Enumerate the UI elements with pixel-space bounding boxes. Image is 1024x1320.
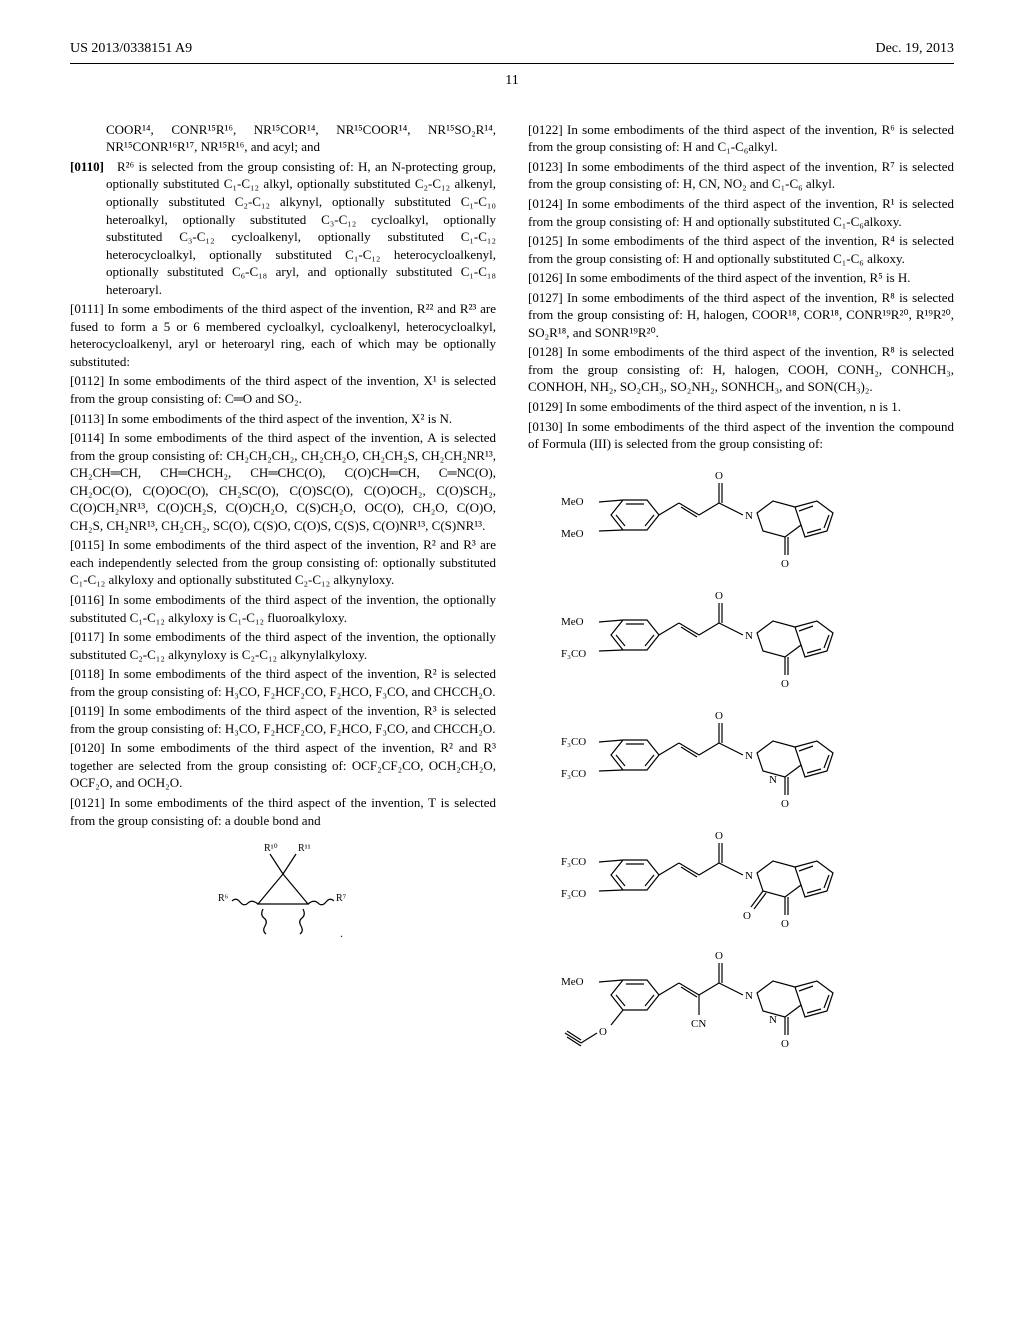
svg-text:N: N (745, 990, 753, 1002)
para-0121: [0121] In some embodiments of the third … (70, 794, 496, 829)
para-0110: [0110] R²⁶ is selected from the group co… (70, 158, 496, 298)
svg-text:MeO: MeO (561, 528, 584, 540)
svg-text:MeO: MeO (561, 976, 584, 988)
para-0114: [0114] In some embodiments of the third … (70, 429, 496, 534)
structure-list: MeOMeOONOMeOF₃COONOF₃COF₃COONONF₃COF₃COO… (528, 465, 954, 1090)
chem-structure: MeOOOCNNON (561, 950, 833, 1050)
svg-text:N: N (745, 750, 753, 762)
svg-text:F₃CO: F₃CO (561, 648, 586, 660)
chem-structure: F₃COF₃COONON (561, 710, 833, 810)
para-0129: [0129] In some embodiments of the third … (528, 398, 954, 416)
svg-text:O: O (781, 798, 789, 810)
para-0117: [0117] In some embodiments of the third … (70, 628, 496, 663)
svg-text:N: N (769, 1014, 777, 1026)
svg-text:O: O (715, 590, 723, 602)
svg-text:O: O (715, 950, 723, 962)
svg-text:F₃CO: F₃CO (561, 768, 586, 780)
para-0112: [0112] In some embodiments of the third … (70, 372, 496, 407)
svg-text:CN: CN (691, 1018, 706, 1030)
para-0118: [0118] In some embodiments of the third … (70, 665, 496, 700)
label-r6: R⁶ (218, 893, 229, 904)
svg-text:MeO: MeO (561, 616, 584, 628)
label-r10: R¹⁰ (264, 843, 278, 854)
chem-structure: MeO F₃CO O N O (561, 590, 833, 690)
left-column: COOR¹⁴, CONR¹⁵R¹⁶, NR¹⁵COR¹⁴, NR¹⁵COOR¹⁴… (70, 121, 496, 1089)
para-0126: [0126] In some embodiments of the third … (528, 269, 954, 287)
chem-structure: F₃CO F₃CO O N O O (561, 830, 833, 930)
label-r7: R⁷ (336, 893, 347, 904)
doc-date: Dec. 19, 2013 (875, 40, 954, 59)
para-0109-cont: COOR¹⁴, CONR¹⁵R¹⁶, NR¹⁵COR¹⁴, NR¹⁵COOR¹⁴… (70, 121, 496, 156)
para-0120: [0120] In some embodiments of the third … (70, 739, 496, 792)
para-0127: [0127] In some embodiments of the third … (528, 289, 954, 342)
svg-text:O: O (743, 910, 751, 922)
svg-text:MeO: MeO (561, 496, 584, 508)
svg-text:.: . (340, 926, 343, 940)
para-0124: [0124] In some embodiments of the third … (528, 195, 954, 230)
svg-text:O: O (599, 1026, 607, 1038)
svg-text:O: O (715, 470, 723, 482)
chem-structure: MeO MeO O N O (561, 470, 833, 570)
svg-text:F₃CO: F₃CO (561, 888, 586, 900)
svg-text:F₃CO: F₃CO (561, 736, 586, 748)
svg-text:O: O (715, 830, 723, 842)
para-0125: [0125] In some embodiments of the third … (528, 232, 954, 267)
svg-text:F₃CO: F₃CO (561, 856, 586, 868)
svg-text:O: O (781, 1038, 789, 1050)
para-0123: [0123] In some embodiments of the third … (528, 158, 954, 193)
page-header: US 2013/0338151 A9 Dec. 19, 2013 (70, 40, 954, 64)
svg-text:N: N (745, 510, 753, 522)
svg-text:O: O (781, 678, 789, 690)
label-r11: R¹¹ (298, 843, 311, 854)
para-0119: [0119] In some embodiments of the third … (70, 702, 496, 737)
right-column: [0122] In some embodiments of the third … (528, 121, 954, 1089)
svg-text:N: N (745, 870, 753, 882)
svg-text:N: N (745, 630, 753, 642)
para-0128: [0128] In some embodiments of the third … (528, 343, 954, 396)
svg-text:O: O (781, 558, 789, 570)
svg-text:N: N (769, 774, 777, 786)
doc-number: US 2013/0338151 A9 (70, 40, 192, 59)
svg-text:O: O (781, 918, 789, 930)
para-num: [0110] (70, 159, 104, 174)
para-0115: [0115] In some embodiments of the third … (70, 536, 496, 589)
para-0113: [0113] In some embodiments of the third … (70, 410, 496, 428)
text-columns: COOR¹⁴, CONR¹⁵R¹⁶, NR¹⁵COR¹⁴, NR¹⁵COOR¹⁴… (70, 121, 954, 1089)
para-0130: [0130] In some embodiments of the third … (528, 418, 954, 453)
para-0111: [0111] In some embodiments of the third … (70, 300, 496, 370)
para-0116: [0116] In some embodiments of the third … (70, 591, 496, 626)
para-0122: [0122] In some embodiments of the third … (528, 121, 954, 156)
svg-text:O: O (715, 710, 723, 722)
page-number: 11 (70, 72, 954, 91)
cyclopropane-diagram: R¹⁰ R¹¹ R⁶ R⁷ . (70, 839, 496, 954)
